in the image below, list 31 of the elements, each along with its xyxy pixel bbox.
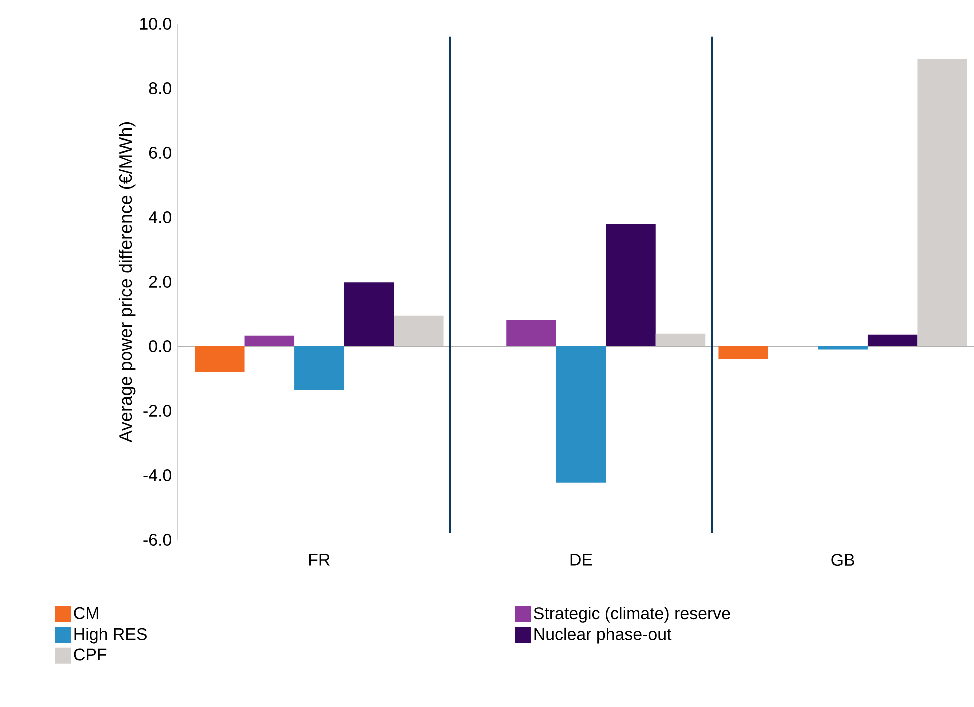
bar xyxy=(718,346,768,360)
y-tick-label: 4.0 xyxy=(149,211,172,224)
bar xyxy=(918,59,968,346)
x-tick-label: FR xyxy=(310,554,330,566)
legend-label: Nuclear phase-out xyxy=(534,628,672,644)
legend-label: Strategic (climate) reserve xyxy=(534,607,730,623)
bar xyxy=(868,334,918,346)
y-axis-title: Average power price difference (€/MWh) xyxy=(118,122,136,443)
x-tick-label: DE xyxy=(570,554,592,566)
y-tick-label: 6.0 xyxy=(149,146,172,159)
y-tick-label: 8.0 xyxy=(149,82,172,94)
bar xyxy=(656,334,706,346)
legend-label: CM xyxy=(74,607,98,620)
x-tick-label: GB xyxy=(832,554,854,566)
y-tick-label: 0.0 xyxy=(149,340,172,352)
bar xyxy=(294,346,344,390)
bar xyxy=(344,282,394,346)
bar xyxy=(556,346,606,483)
bar xyxy=(195,346,245,372)
bar xyxy=(506,320,556,346)
y-tick-label: 10.0 xyxy=(140,18,172,30)
y-tick-label: -6.0 xyxy=(144,534,172,546)
legend-label: CPF xyxy=(74,648,107,661)
bar xyxy=(818,346,868,350)
bar xyxy=(394,316,444,346)
bar xyxy=(244,336,295,346)
y-tick-label: -2.0 xyxy=(144,405,172,417)
y-tick-label: -4.0 xyxy=(144,470,172,482)
y-tick-label: 2.0 xyxy=(149,276,172,288)
bar xyxy=(606,224,656,346)
legend-label: High RES xyxy=(74,628,147,644)
